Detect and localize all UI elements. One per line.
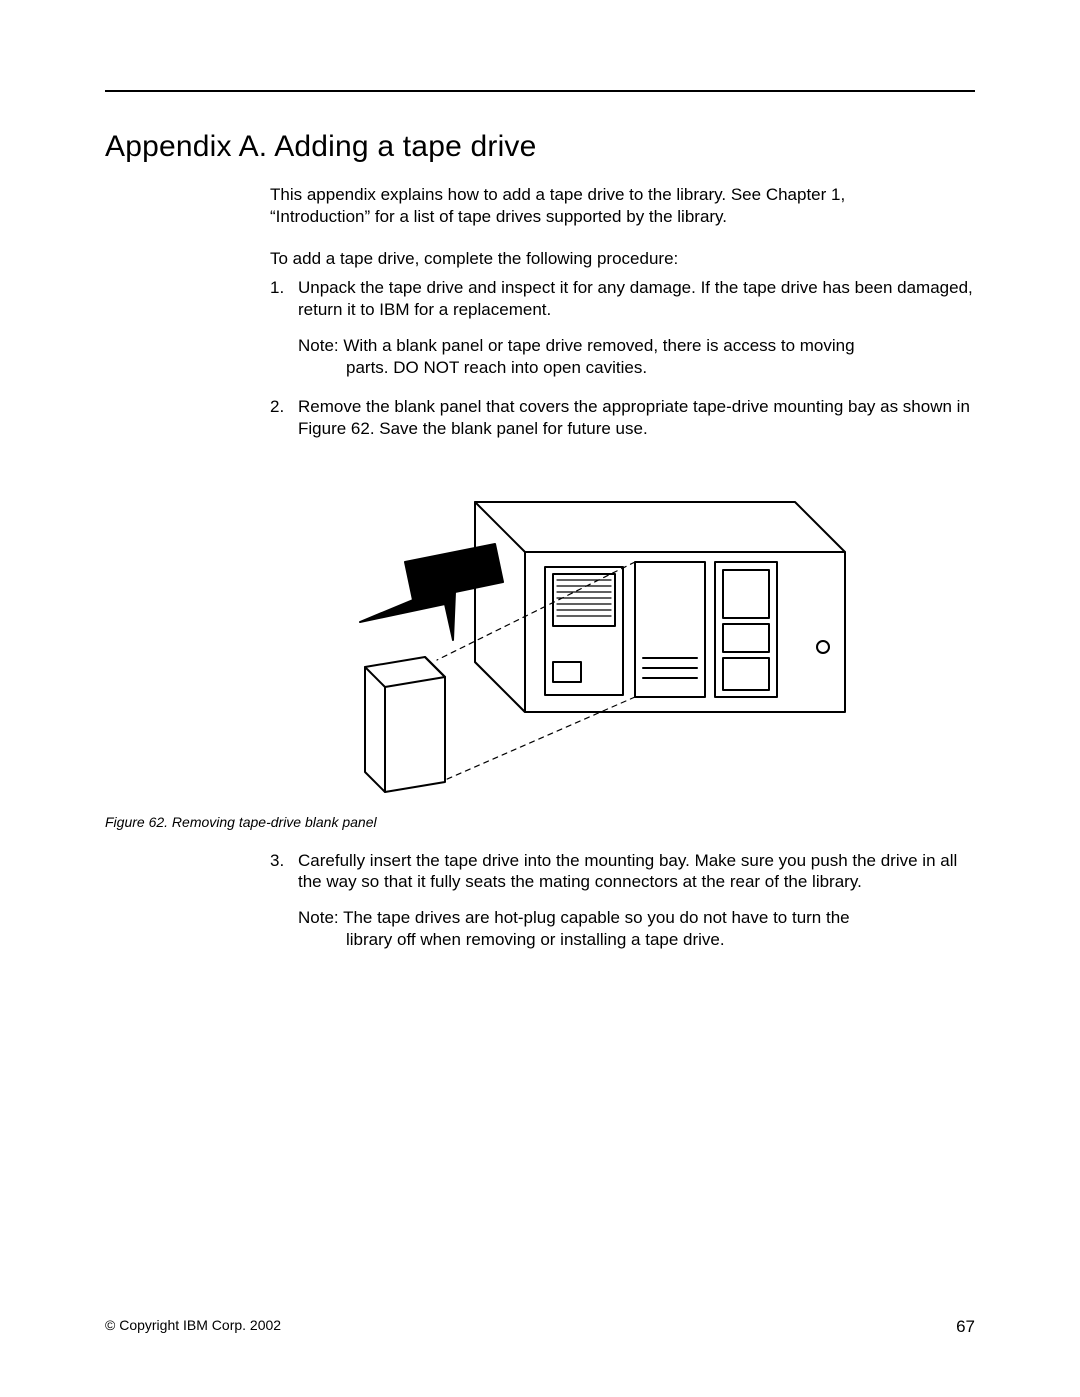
figure-62 [105,462,975,802]
step-3-note: Note: The tape drives are hot-plug capab… [298,907,975,951]
page-footer: © Copyright IBM Corp. 2002 67 [105,1317,975,1337]
procedure-list-continued: 3. Carefully insert the tape drive into … [270,850,975,951]
step-3-text: Carefully insert the tape drive into the… [298,851,957,892]
copyright-text: © Copyright IBM Corp. 2002 [105,1317,281,1333]
step-1-text: Unpack the tape drive and inspect it for… [298,278,973,319]
step-3: 3. Carefully insert the tape drive into … [270,850,975,951]
intro-line-1: This appendix explains how to add a tape… [270,185,845,204]
step-2-text: Remove the blank panel that covers the a… [298,397,970,438]
figure-62-caption: Figure 62. Removing tape-drive blank pan… [105,814,975,832]
step-3-note-rest: library off when removing or installing … [298,929,975,951]
body-column: This appendix explains how to add a tape… [270,184,975,951]
step-1-note-label: Note: [298,336,339,355]
document-page: Appendix A. Adding a tape drive This app… [0,0,1080,1397]
step-1-number: 1. [270,277,284,299]
intro-line-2: “Introduction” for a list of tape drives… [270,207,727,226]
step-2-number: 2. [270,396,284,418]
figure-62-illustration [305,462,865,802]
step-3-note-label: Note: [298,908,339,927]
step-1-note-first: With a blank panel or tape drive removed… [343,336,854,355]
step-3-note-first: The tape drives are hot-plug capable so … [343,908,850,927]
step-1-note: Note: With a blank panel or tape drive r… [298,335,975,379]
step-1-note-rest: parts. DO NOT reach into open cavities. [298,357,975,379]
procedure-list: 1. Unpack the tape drive and inspect it … [270,277,975,440]
page-title: Appendix A. Adding a tape drive [105,130,975,164]
intro-paragraph: This appendix explains how to add a tape… [270,184,975,228]
page-number: 67 [956,1317,975,1337]
step-3-number: 3. [270,850,284,872]
step-1: 1. Unpack the tape drive and inspect it … [270,277,975,378]
top-rule [105,90,975,92]
lead-sentence: To add a tape drive, complete the follow… [270,248,975,270]
step-2: 2. Remove the blank panel that covers th… [270,396,975,440]
